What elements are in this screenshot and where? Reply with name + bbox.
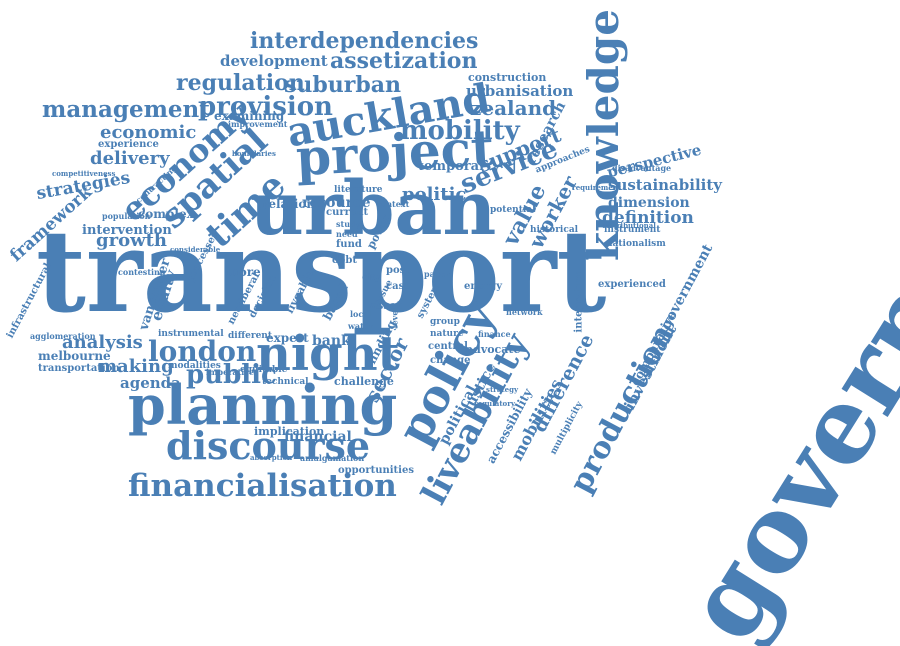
cloud-word: improvement [228,119,288,129]
cloud-word: regulation [176,70,305,96]
cloud-word: construction [468,71,547,84]
cloud-word: management [42,96,210,123]
cloud-word: distributional [602,221,656,230]
cloud-word: nationalism [606,239,666,249]
cloud-word: relation [262,197,316,211]
cloud-word: instrument [604,225,661,235]
cloud-word: boundaries [232,149,276,158]
cloud-word: planning [128,373,398,437]
cloud-word: fund [336,239,362,250]
cloud-word: paper [424,269,450,279]
cloud-word: dimension [608,195,690,211]
cloud-word: post [386,265,410,276]
cloud-word: resource [302,195,371,211]
cloud-word: absorption [250,453,293,462]
cloud-word: sustainability [608,176,722,194]
cloud-word: energy [464,281,503,292]
cloud-word: zealand [470,96,557,120]
cloud-word: implication [254,425,325,438]
cloud-word: instrumental [158,329,224,339]
cloud-word: intervention [82,223,172,238]
cloud-word: urban [250,166,497,252]
cloud-word: financialisation [128,468,397,504]
cloud-word: amalgamation [300,453,365,463]
cloud-word: water [348,321,374,331]
cloud-word: discourse [166,423,371,468]
cloud-word: debt [332,255,357,266]
cloud-word: strategy [486,385,519,394]
cloud-word: london [148,335,257,368]
cloud-word: mobility [400,116,520,146]
cloud-word: nature [430,329,464,339]
cloud-word: agglomeration [30,331,96,341]
cloud-word: analysis [62,332,143,353]
cloud-word: suburban [284,72,401,98]
cloud-word: considerable [170,245,221,254]
cloud-word: advocate [466,343,521,356]
cloud-word: definition [602,208,694,228]
cloud-word: central [428,341,468,352]
cloud-word: opportunities [338,465,414,476]
cloud-word: transportation [38,363,120,374]
cloud-word: competitiveness [52,169,116,178]
cloud-word: contesting [118,267,166,277]
cloud-word: population [102,211,151,221]
cloud-word: agenda [120,374,181,392]
cloud-word: level [389,307,400,329]
cloud-word: requirement [572,183,622,192]
cloud-word: technical [262,377,309,387]
cloud-word: literature [334,185,383,195]
cloud-word: provision [198,92,333,122]
cloud-word: disadvantage [612,163,672,173]
cloud-word: making [98,356,174,377]
cloud-word: study [336,219,361,229]
cloud-word: challenge [334,375,394,388]
cloud-word: expert [266,331,309,345]
cloud-word: examining [214,109,285,123]
cloud-word: experience [98,139,159,150]
cloud-word: current [326,207,369,218]
cloud-word: imperative [206,367,255,377]
cloud-word: urbanisation [466,82,574,100]
cloud-word: temporal [418,159,485,174]
cloud-word: local [350,309,372,319]
cloud-word: governance [660,26,900,646]
cloud-word: case [386,281,411,292]
cloud-word: equitable [240,365,288,375]
cloud-word: potential [490,205,536,215]
cloud-word: finance [478,329,511,339]
cloud-word: growth [96,230,167,251]
cloud-word: integration [573,269,585,333]
cloud-word: group [430,317,460,327]
cloud-word: bank [312,333,351,349]
cloud-word: change [430,355,471,366]
cloud-word: historical [530,225,579,235]
cloud-word: melbourne [38,349,111,363]
cloud-word: financial [284,429,352,445]
cloud-word: modalities [168,361,221,371]
cloud-word: assetization [330,48,478,74]
cloud-word: city [362,273,381,283]
cloud-word: more [226,265,261,279]
cloud-word: transport [36,205,607,339]
cloud-word: asset [370,299,402,312]
cloud-word: delivery [90,148,170,169]
cloud-word: complex [138,207,194,221]
cloud-word: government [657,241,717,333]
cloud-word: development [220,52,328,70]
cloud-word: different [228,331,272,341]
cloud-word: regulatory [474,399,515,408]
cloud-word: context [376,199,410,209]
cloud-word: experienced [598,279,666,290]
cloud-word: politic [402,184,467,205]
cloud-word: economic [100,122,197,143]
cloud-word: night [256,326,400,382]
cloud-word: need [336,229,358,239]
cloud-word: network [506,307,543,317]
cloud-word: interdependencies [250,28,479,54]
cloud-word: public [186,360,277,390]
